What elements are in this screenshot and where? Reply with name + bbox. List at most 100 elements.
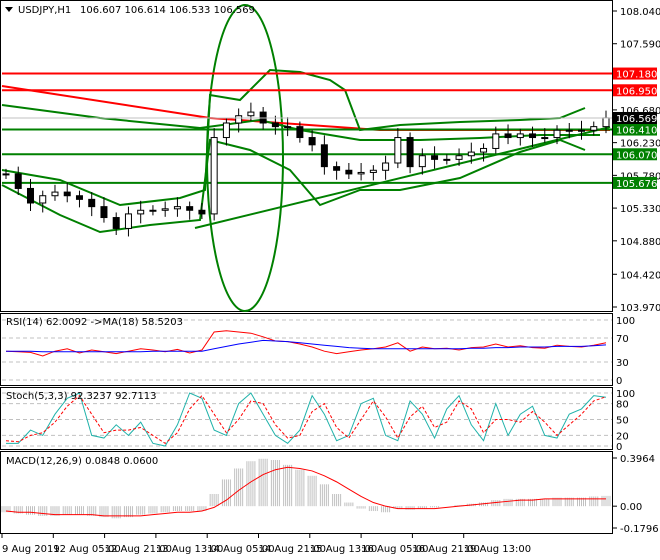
- macd-tick-label: -0.1796: [620, 524, 659, 535]
- current-price-tag: [613, 111, 657, 124]
- stoch-signal-line: [5, 394, 607, 444]
- collapse-triangle-icon[interactable]: [5, 7, 13, 12]
- candle: [565, 129, 573, 132]
- level-tag: [613, 67, 657, 80]
- candle: [578, 129, 586, 132]
- candle: [161, 208, 169, 211]
- level-tag: [613, 123, 657, 136]
- price-tick-label: 107.590: [620, 40, 660, 51]
- ohlc-label: 106.607 106.614 106.533 106.569: [80, 5, 255, 16]
- level-tag: [613, 148, 657, 161]
- candle: [235, 115, 243, 124]
- candle: [516, 133, 524, 139]
- candle: [467, 151, 475, 157]
- candle: [149, 209, 157, 212]
- macd-panel-frame: [0, 451, 613, 534]
- candle: [284, 126, 292, 129]
- candle: [247, 111, 255, 117]
- candle: [198, 209, 206, 215]
- symbol-label: USDJPY,H1: [18, 5, 71, 16]
- candle: [100, 206, 108, 219]
- current-price-label: 106.569: [616, 114, 657, 125]
- candle: [333, 166, 341, 171]
- candle: [51, 191, 59, 197]
- candle: [88, 198, 96, 208]
- candle: [480, 147, 488, 153]
- candle: [369, 169, 377, 173]
- time-tick-label: 16 Aug 05:00: [361, 544, 428, 555]
- macd-signal-line: [5, 466, 606, 517]
- rsi-ma-line: [6, 339, 607, 353]
- indicator-tick-label: 20: [616, 431, 629, 442]
- stoch-panel-frame: [0, 387, 613, 450]
- macd-tick-label: 0.3964: [620, 454, 655, 465]
- time-tick-label: 14 Aug 05:00: [207, 544, 274, 555]
- candle: [394, 137, 402, 164]
- candle: [210, 137, 218, 215]
- candle: [590, 126, 598, 131]
- candle: [137, 209, 145, 215]
- candle: [504, 133, 512, 139]
- indicator-tick-label: 80: [616, 400, 629, 411]
- macd-title: MACD(12,26,9) 0.0848 0.0600: [6, 456, 158, 467]
- candle: [443, 158, 451, 161]
- candle: [553, 129, 561, 139]
- rsi-plot: [2, 319, 612, 381]
- rsi-title: RSI(14) 62.0092 ->MA(18) 58.5203: [6, 317, 183, 328]
- candle: [541, 137, 549, 140]
- axes: 108.040 107.590 106.680 106.230 105.780 105.3…: [1, 7, 660, 555]
- time-tick-label: 16 Aug 21:00: [412, 544, 479, 555]
- candle: [26, 187, 34, 204]
- price-tick-label: 104.880: [620, 237, 660, 248]
- gann-ellipse: [206, 4, 284, 312]
- candle: [186, 206, 194, 211]
- level-tag-label: 106.950: [616, 86, 657, 97]
- indicator-tick-label: 100: [616, 389, 635, 400]
- macd-tick-label: 0.00: [620, 502, 642, 513]
- stoch-title: Stoch(5,3,3) 92.3237 92.7113: [6, 391, 157, 402]
- candle: [455, 155, 463, 160]
- indicator-tick-label: 70: [616, 334, 629, 345]
- candle: [296, 126, 304, 139]
- level-tag: [613, 176, 657, 189]
- candle: [14, 173, 22, 189]
- indicator-tick-label: 50: [616, 416, 629, 427]
- candle: [418, 155, 426, 168]
- price-tick-label: 104.420: [620, 270, 660, 281]
- candle: [271, 122, 279, 128]
- time-tick-label: 14 Aug 21:00: [259, 544, 326, 555]
- candle: [75, 195, 83, 200]
- candle: [173, 206, 181, 210]
- stoch-plot: [2, 392, 612, 447]
- time-tick-label: 13 Aug 13:00: [156, 544, 223, 555]
- time-tick-label: 12 Aug 21:00: [105, 544, 172, 555]
- candle: [357, 171, 365, 175]
- main-panel-frame: [0, 0, 613, 312]
- candle: [112, 217, 120, 229]
- candle: [124, 213, 132, 229]
- price-tick-label: 105.330: [620, 204, 660, 215]
- bollinger-upper: [1, 68, 586, 207]
- candle: [222, 122, 230, 139]
- candle: [39, 195, 47, 204]
- time-tick-label: 9 Aug 2019: [2, 544, 60, 555]
- price-tick-label: 105.780: [620, 171, 660, 182]
- level-tag-label: 107.180: [616, 70, 657, 81]
- rsi-panel-frame: [0, 313, 613, 386]
- indicator-tick-label: 0: [616, 376, 622, 387]
- candle: [320, 144, 328, 168]
- candle: [431, 155, 439, 160]
- resistance-trendline: [1, 85, 610, 131]
- candle: [345, 169, 353, 175]
- level-tag-label: 106.410: [616, 126, 657, 137]
- candle: [382, 162, 390, 171]
- price-tick-label: 106.680: [620, 106, 660, 117]
- indicator-tick-label: 30: [616, 358, 629, 369]
- candle: [308, 137, 316, 146]
- stoch-main-line: [6, 392, 607, 447]
- time-tick-label: 15 Aug 13:00: [310, 544, 377, 555]
- price-tick-label: 108.040: [620, 7, 660, 18]
- time-tick-label: 19 Aug 13:00: [464, 544, 531, 555]
